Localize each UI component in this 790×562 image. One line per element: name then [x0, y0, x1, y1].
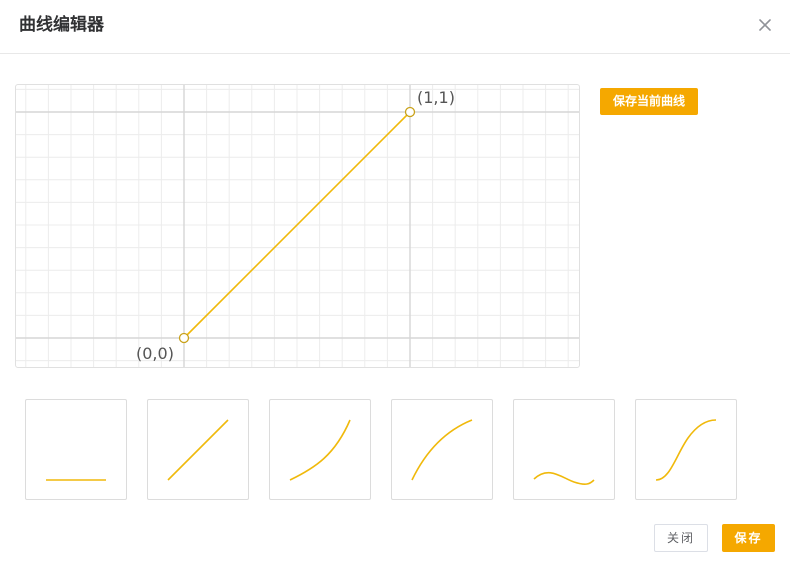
preset-ease-in[interactable] [269, 399, 371, 500]
preset-wave[interactable] [513, 399, 615, 500]
dialog-title: 曲线编辑器 [19, 15, 104, 35]
end-control-point[interactable] [404, 106, 416, 118]
grid-minor [16, 85, 579, 367]
start-control-point[interactable] [178, 332, 190, 344]
grid-axes [16, 85, 579, 367]
close-button[interactable]: 关闭 [654, 524, 708, 552]
curve-editor-canvas[interactable]: (0,0) (1,1) [15, 84, 580, 368]
preset-flat[interactable] [25, 399, 127, 500]
preset-ease-out[interactable] [391, 399, 493, 500]
preset-linear[interactable] [147, 399, 249, 500]
end-point-label: (1,1) [417, 88, 455, 107]
save-button[interactable]: 保存 [722, 524, 775, 552]
start-point-label: (0,0) [136, 344, 174, 363]
close-icon[interactable] [755, 15, 775, 35]
curve-line [183, 111, 411, 339]
dialog-header: 曲线编辑器 [0, 0, 790, 54]
save-current-curve-button[interactable]: 保存当前曲线 [600, 88, 698, 115]
preset-curves [25, 399, 737, 501]
preset-s-curve[interactable] [635, 399, 737, 500]
